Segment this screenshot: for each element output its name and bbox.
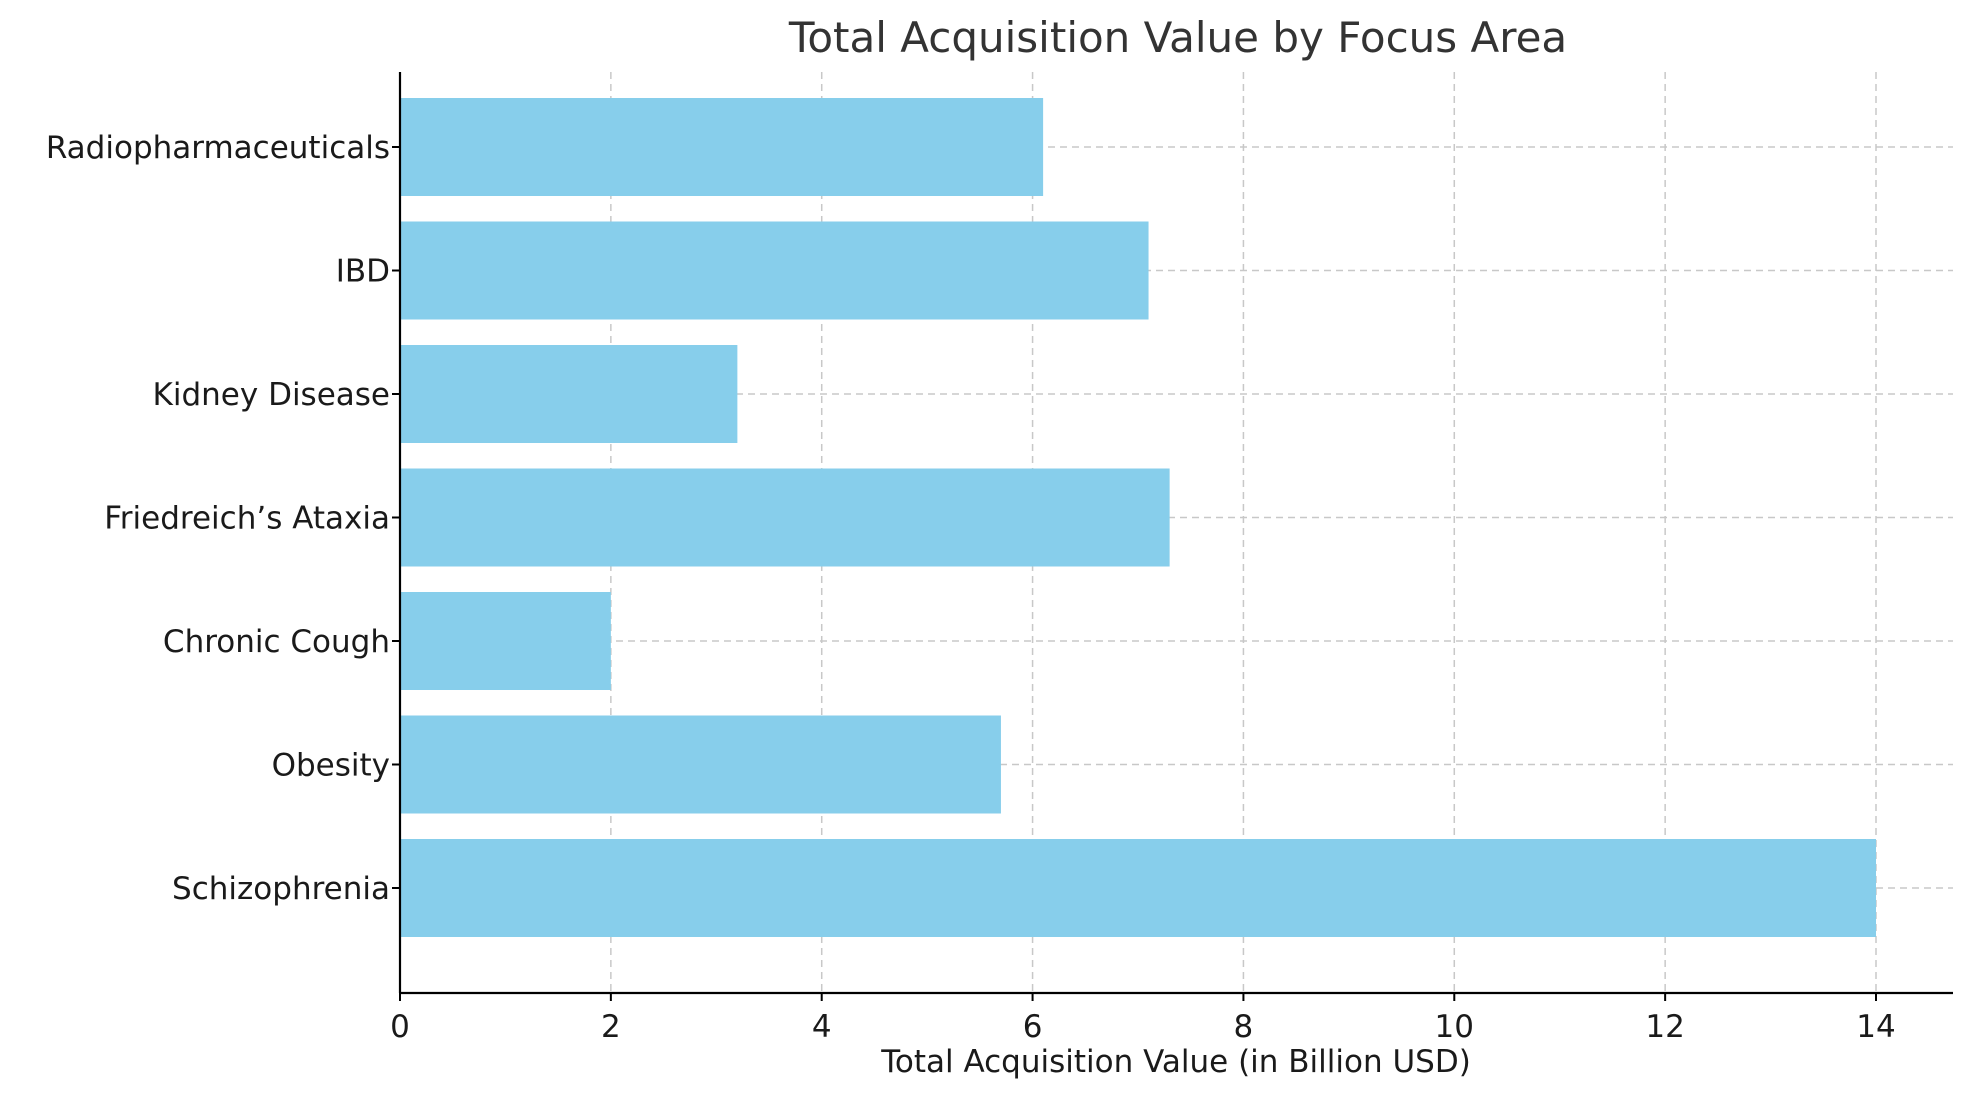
- y-tick-label: Schizophrenia: [172, 871, 390, 907]
- y-tick-label: Chronic Cough: [163, 624, 390, 660]
- bar-radiopharmaceuticals: [400, 98, 1044, 196]
- bar-schizophrenia: [400, 839, 1876, 937]
- x-tick-label: 10: [1435, 1009, 1474, 1045]
- y-tick-label: Kidney Disease: [153, 377, 390, 413]
- bars: [400, 98, 1876, 937]
- bar-ibd: [400, 221, 1149, 320]
- y-tick-label: Radiopharmaceuticals: [46, 130, 390, 166]
- x-tick-label: 2: [601, 1009, 621, 1045]
- chart-title: Total Acquisition Value by Focus Area: [788, 13, 1567, 62]
- x-tick-label: 12: [1645, 1009, 1684, 1045]
- x-tick-label: 14: [1856, 1009, 1895, 1045]
- x-tick-label: 4: [812, 1009, 832, 1045]
- bar-friedreich-s-ataxia: [400, 468, 1170, 567]
- x-tick-label: 8: [1234, 1009, 1254, 1045]
- y-tick-label: Obesity: [272, 748, 390, 784]
- bar-kidney-disease: [400, 345, 738, 443]
- bar-obesity: [400, 715, 1001, 814]
- x-tick-label: 0: [390, 1009, 410, 1045]
- y-axis-ticks: Schizophrenia Obesity Chronic Cough Friedre…: [46, 130, 400, 907]
- x-axis-label: Total Acquisition Value (in Billion USD): [880, 1044, 1471, 1080]
- y-tick-label: IBD: [336, 254, 390, 290]
- bar-chronic-cough: [400, 592, 611, 690]
- x-axis-ticks: 0 2 4 6 8 10 12 14: [390, 993, 1896, 1045]
- y-tick-label: Friedreich’s Ataxia: [104, 501, 390, 537]
- x-tick-label: 6: [1023, 1009, 1043, 1045]
